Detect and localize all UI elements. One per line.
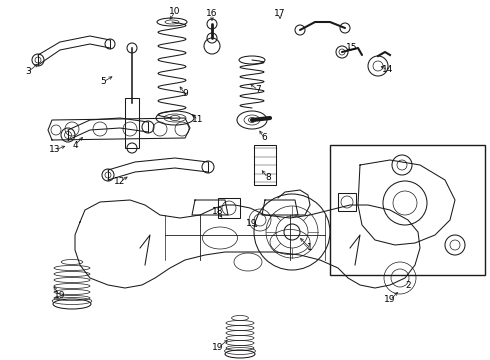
Text: 11: 11: [192, 116, 204, 125]
Text: 18: 18: [212, 207, 224, 216]
Text: 3: 3: [25, 68, 31, 77]
Text: 10: 10: [169, 8, 181, 17]
Bar: [254, 145, 276, 185]
Text: 5: 5: [100, 77, 106, 86]
Text: 1: 1: [307, 243, 313, 252]
Text: 19: 19: [246, 220, 258, 229]
Bar: [218, 198, 240, 218]
Text: 17: 17: [274, 9, 286, 18]
Bar: [338, 193, 356, 211]
Text: 2: 2: [405, 280, 411, 289]
Bar: [125, 98, 139, 148]
Text: 12: 12: [114, 177, 126, 186]
Text: 4: 4: [72, 140, 78, 149]
Text: 13: 13: [49, 145, 61, 154]
Text: 6: 6: [261, 134, 267, 143]
Text: 8: 8: [265, 174, 271, 183]
Text: 19: 19: [212, 343, 224, 352]
Text: 14: 14: [382, 66, 393, 75]
Text: 19: 19: [384, 296, 396, 305]
Text: 9: 9: [182, 90, 188, 99]
Text: 15: 15: [346, 44, 358, 53]
Text: 7: 7: [255, 85, 261, 94]
Text: 16: 16: [206, 9, 218, 18]
Bar: [330, 145, 485, 275]
Text: 19: 19: [54, 292, 66, 301]
